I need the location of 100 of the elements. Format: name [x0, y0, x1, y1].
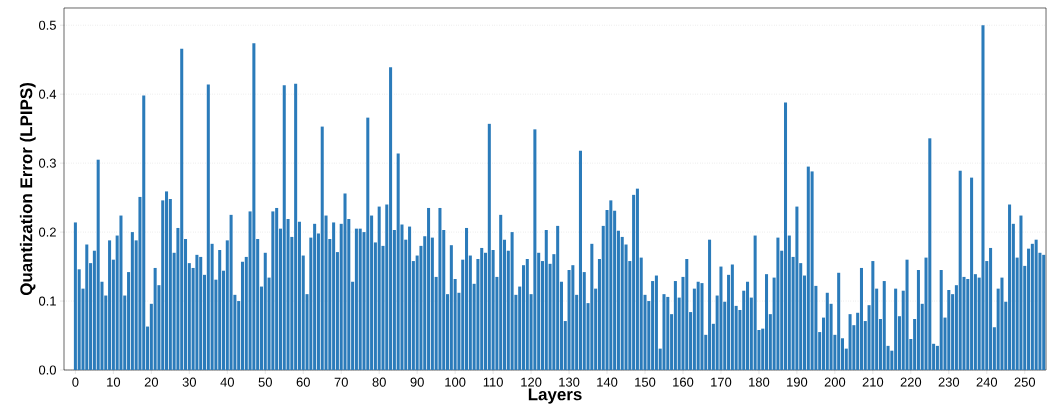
bar [1030, 243, 1034, 370]
bar [1027, 248, 1031, 370]
bar [871, 261, 875, 370]
bar [989, 247, 993, 370]
bar [1042, 254, 1046, 370]
x-tick-label: 100 [445, 377, 466, 387]
bar [544, 230, 548, 370]
x-tick-label: 50 [258, 377, 272, 387]
x-tick-label: 230 [938, 377, 960, 387]
bar [449, 245, 453, 370]
y-tick-label: 0.3 [38, 158, 56, 168]
bar [343, 193, 347, 370]
bar [765, 274, 769, 370]
y-tick-label: 0.5 [38, 20, 56, 30]
bar [837, 272, 841, 370]
bar [958, 170, 962, 370]
bar [108, 240, 112, 370]
bar [218, 250, 222, 370]
y-tick-label: 0.0 [38, 365, 56, 375]
bar [708, 239, 712, 370]
y-tick-label: 0.2 [38, 227, 56, 237]
bar [525, 258, 529, 370]
bar [776, 237, 780, 370]
bar [487, 123, 491, 370]
bar [578, 150, 582, 370]
bar [282, 85, 286, 370]
bar [408, 226, 412, 370]
bar [229, 214, 233, 370]
bar [427, 207, 431, 370]
x-tick-label: 210 [862, 377, 884, 387]
bar [939, 270, 943, 370]
bar [947, 290, 951, 370]
bar [180, 48, 184, 370]
x-tick-label: 70 [334, 377, 348, 387]
x-axis-title: Layers [528, 388, 582, 404]
bar [480, 247, 484, 370]
x-tick-label: 110 [483, 377, 503, 387]
x-tick-label: 180 [749, 377, 770, 387]
bar [313, 223, 317, 370]
bar [85, 244, 89, 370]
x-tick-label: 190 [787, 377, 808, 387]
bar [354, 228, 358, 370]
bar [673, 281, 677, 370]
bar [571, 265, 575, 370]
bar [377, 206, 381, 370]
x-tick-label: 40 [220, 377, 234, 387]
bar [635, 188, 639, 370]
bar [320, 126, 324, 370]
bar [206, 84, 210, 370]
bar [465, 227, 469, 370]
x-tick-label: 220 [900, 377, 922, 387]
bar [332, 222, 336, 370]
bar [556, 225, 560, 370]
bar [142, 95, 146, 370]
x-tick-label: 240 [976, 377, 998, 387]
x-tick-label: 60 [296, 377, 310, 387]
bar [294, 83, 298, 370]
bar [685, 258, 689, 370]
bar [795, 206, 799, 370]
x-tick-label: 200 [824, 377, 846, 387]
bar [96, 159, 100, 370]
bar [662, 294, 666, 370]
bar [358, 228, 362, 370]
bar [784, 102, 788, 370]
bar [389, 67, 393, 370]
bar [719, 266, 723, 370]
bar [825, 292, 829, 370]
bar [666, 296, 670, 370]
bar [499, 214, 503, 370]
bar [1008, 204, 1012, 370]
x-tick-label: 30 [182, 377, 197, 387]
x-tick-label: 0 [72, 377, 79, 387]
bar [654, 275, 658, 370]
bar [195, 254, 199, 370]
bar [438, 207, 442, 370]
bar [1019, 215, 1023, 370]
bar [1000, 277, 1004, 370]
bar [73, 222, 77, 370]
bar [928, 138, 932, 370]
bar [275, 207, 279, 370]
x-tick-label: 130 [559, 377, 580, 387]
x-tick-label: 90 [410, 377, 424, 387]
x-tick-label: 120 [521, 377, 542, 387]
x-tick-label: 250 [1014, 377, 1036, 387]
bar [810, 171, 814, 370]
bar [730, 264, 734, 370]
bar [848, 314, 852, 370]
x-tick-label: 150 [635, 377, 656, 387]
bar [746, 281, 750, 370]
y-tick-label: 0.4 [38, 89, 57, 99]
bar [396, 153, 400, 370]
bar [696, 281, 700, 370]
x-tick-label: 20 [144, 377, 159, 387]
bar [119, 215, 123, 370]
x-tick-label: 10 [107, 377, 121, 387]
bar [1034, 239, 1038, 370]
x-tick-label: 80 [372, 377, 386, 387]
bar [916, 270, 920, 370]
bar [165, 191, 169, 370]
bar [510, 232, 514, 370]
